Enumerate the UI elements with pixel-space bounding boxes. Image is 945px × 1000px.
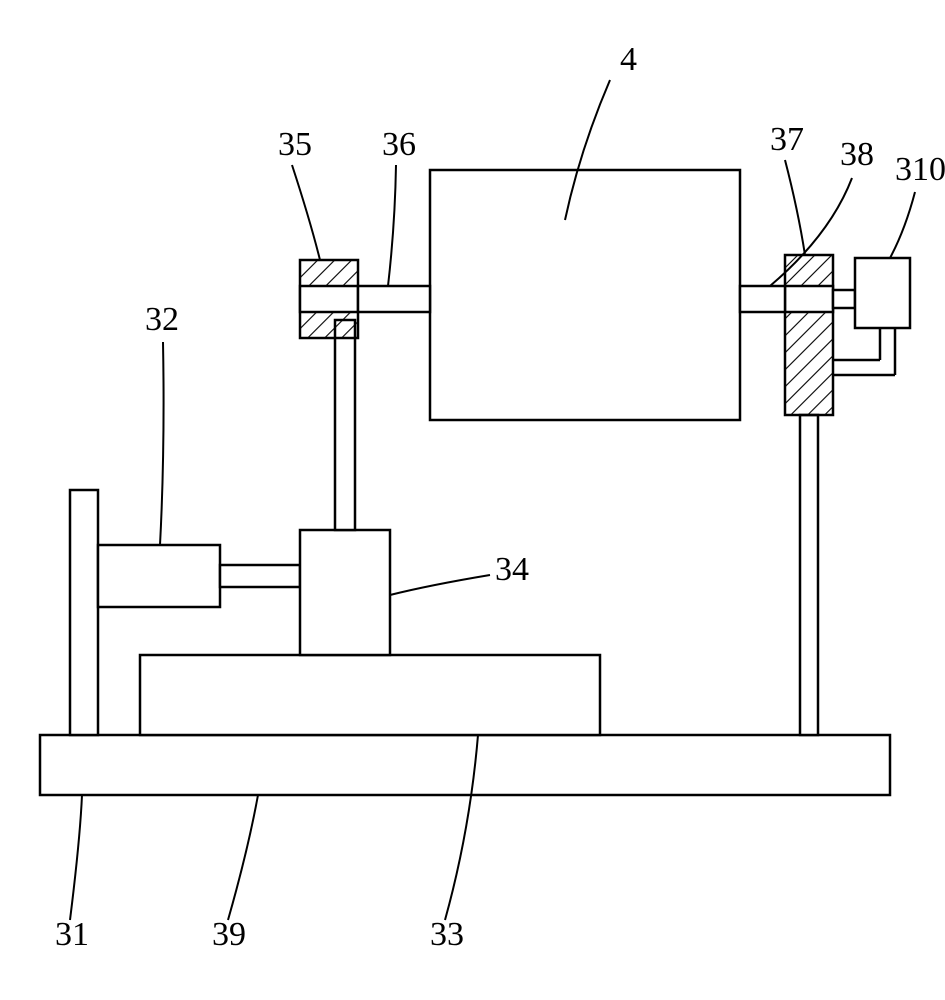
label-32: 32 (145, 301, 179, 338)
schematic-diagram: 4 31 32 33 34 35 36 37 38 39 310 (0, 0, 945, 1000)
leader-39 (228, 795, 258, 920)
label-36: 36 (382, 126, 416, 163)
slider-block (300, 530, 390, 655)
label-34: 34 (495, 551, 529, 588)
leader-37 (785, 160, 805, 255)
label-35: 35 (278, 126, 312, 163)
label-310: 310 (895, 151, 945, 188)
cylinder-body (98, 545, 220, 607)
label-37: 37 (770, 121, 804, 158)
label-39: 39 (212, 916, 246, 953)
right-bearing-bore (785, 286, 833, 312)
leader-32 (160, 342, 164, 545)
right-shaft (740, 286, 785, 312)
left-shaft (358, 286, 430, 312)
label-33: 33 (430, 916, 464, 953)
label-4: 4 (620, 41, 637, 78)
motor-block (855, 258, 910, 328)
left-bearing-bore (300, 286, 358, 312)
slider-column (335, 320, 355, 530)
label-38: 38 (840, 136, 874, 173)
leader-35 (292, 165, 320, 260)
right-bearing-block (785, 255, 833, 415)
leader-31 (70, 795, 82, 920)
leader-34 (390, 575, 490, 595)
main-body (430, 170, 740, 420)
leader-36 (388, 165, 396, 286)
guide-rail (140, 655, 600, 735)
cylinder-rod (220, 565, 300, 587)
label-31: 31 (55, 916, 89, 953)
left-post (70, 490, 98, 735)
base-plate (40, 735, 890, 795)
leader-310 (890, 192, 915, 258)
motor-shaft (833, 290, 855, 308)
right-post (800, 415, 818, 735)
